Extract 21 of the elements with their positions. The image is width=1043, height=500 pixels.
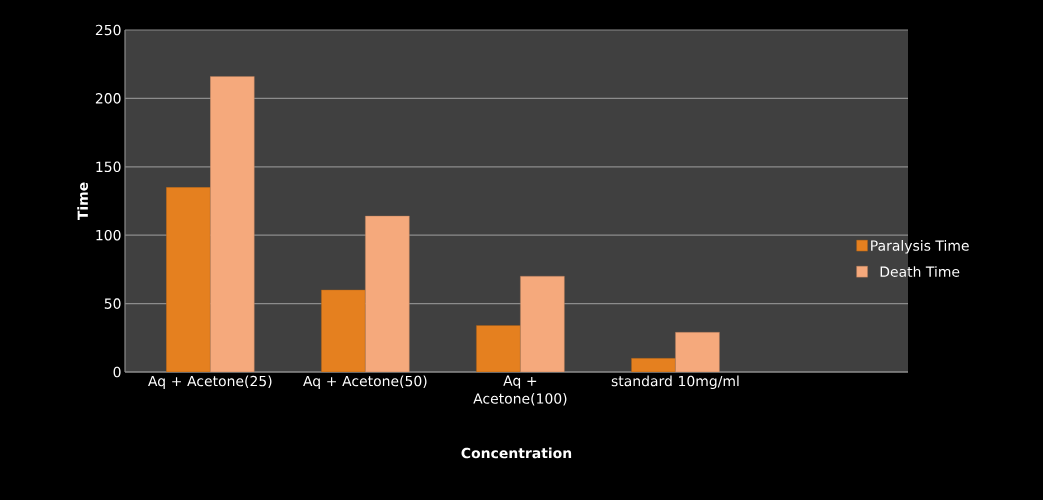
- legend-label: Death Time: [880, 266, 960, 277]
- x-axis-title: Concentration: [461, 447, 572, 459]
- x-tick-label: Aq + Acetone(100): [473, 375, 567, 406]
- bar: [675, 332, 720, 372]
- bar: [210, 76, 255, 372]
- bar: [365, 215, 410, 372]
- y-tick-label: 100: [96, 229, 121, 241]
- bar: [520, 276, 565, 372]
- legend-label: Paralysis Time: [871, 240, 969, 254]
- y-axis-title: Time: [77, 182, 89, 221]
- bar: [476, 325, 521, 372]
- y-tick-label: 250: [95, 24, 121, 36]
- bar: [321, 289, 366, 372]
- y-tick-label: 50: [104, 298, 121, 309]
- bar: [166, 187, 211, 372]
- x-tick-label: standard 10mg/ml: [611, 375, 739, 390]
- y-tick-label: 200: [95, 93, 121, 104]
- x-tick-label: Aq + Acetone(25): [148, 375, 272, 390]
- y-tick-label: 0: [113, 366, 121, 378]
- y-tick-label: 150: [96, 161, 121, 173]
- x-tick-label: Aq + Acetone(50): [303, 375, 427, 390]
